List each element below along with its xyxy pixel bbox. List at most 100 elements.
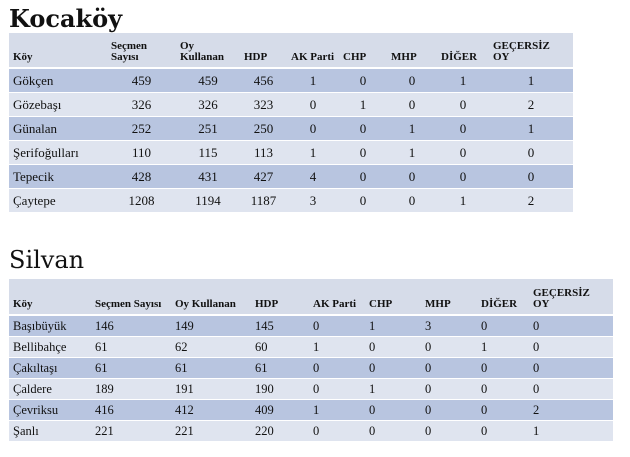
vote-count-cell: 0 xyxy=(387,68,437,93)
village-name-cell: Çevriksu xyxy=(9,399,91,421)
table-row: Gökçen 459 459 456 1 0 0 1 1 xyxy=(9,68,573,93)
vote-count-cell: 1 xyxy=(489,116,573,141)
vote-count-cell: 416 xyxy=(91,399,171,421)
vote-count-cell: 0 xyxy=(339,188,387,213)
vote-count-cell: 0 xyxy=(365,357,421,379)
village-name-cell: Gökçen xyxy=(9,68,107,93)
vote-count-cell: 323 xyxy=(240,92,287,117)
vote-count-cell: 0 xyxy=(477,315,529,337)
vote-count-cell: 61 xyxy=(251,357,309,379)
column-header: MHP xyxy=(387,33,437,69)
results-table-kocakoy: Köy Seçmen Sayısı Oy Kullanan HDP AK Parti CH… xyxy=(9,33,573,213)
vote-count-cell: 191 xyxy=(171,378,251,400)
table-row: Şanlı 221 221 220 0 0 0 0 1 xyxy=(9,420,613,442)
vote-count-cell: 0 xyxy=(365,399,421,421)
column-header: GEÇERSİZ OY xyxy=(489,33,573,69)
column-header: Köy xyxy=(9,33,107,69)
vote-count-cell: 115 xyxy=(176,140,240,165)
column-header: HDP xyxy=(251,279,309,316)
table-row: Bellibahçe 61 62 60 1 0 0 1 0 xyxy=(9,336,613,358)
vote-count-cell: 1 xyxy=(309,336,365,358)
column-header: AK Parti xyxy=(309,279,365,316)
vote-count-cell: 3 xyxy=(287,188,339,213)
vote-count-cell: 145 xyxy=(251,315,309,337)
village-name-cell: Başıbüyük xyxy=(9,315,91,337)
vote-count-cell: 0 xyxy=(477,357,529,379)
vote-count-cell: 1187 xyxy=(240,188,287,213)
vote-count-cell: 0 xyxy=(489,140,573,165)
vote-count-cell: 221 xyxy=(171,420,251,442)
village-name-cell: Gözebaşı xyxy=(9,92,107,117)
vote-count-cell: 1 xyxy=(365,315,421,337)
vote-count-cell: 190 xyxy=(251,378,309,400)
vote-count-cell: 1 xyxy=(437,68,489,93)
vote-count-cell: 252 xyxy=(107,116,176,141)
village-name-cell: Günalan xyxy=(9,116,107,141)
table-row: Çaldere 189 191 190 0 1 0 0 0 xyxy=(9,378,613,400)
vote-count-cell: 0 xyxy=(489,164,573,189)
vote-count-cell: 1 xyxy=(365,378,421,400)
column-header: Seçmen Sayısı xyxy=(107,33,176,69)
village-name-cell: Bellibahçe xyxy=(9,336,91,358)
vote-count-cell: 1 xyxy=(489,68,573,93)
vote-count-cell: 110 xyxy=(107,140,176,165)
village-name-cell: Çaldere xyxy=(9,378,91,400)
vote-count-cell: 2 xyxy=(529,399,613,421)
vote-count-cell: 0 xyxy=(309,420,365,442)
vote-count-cell: 3 xyxy=(421,315,477,337)
results-table-silvan: Köy Seçmen Sayısı Oy Kullanan HDP AK Parti CH… xyxy=(9,279,613,442)
vote-count-cell: 0 xyxy=(309,357,365,379)
vote-count-cell: 459 xyxy=(176,68,240,93)
column-header: DİĞER xyxy=(437,33,489,69)
vote-count-cell: 1 xyxy=(387,140,437,165)
vote-count-cell: 428 xyxy=(107,164,176,189)
column-header: CHP xyxy=(365,279,421,316)
section-title-silvan: Silvan xyxy=(9,246,85,274)
vote-count-cell: 62 xyxy=(171,336,251,358)
vote-count-cell: 0 xyxy=(421,336,477,358)
vote-count-cell: 0 xyxy=(529,315,613,337)
table-row: Çakıltaşı 61 61 61 0 0 0 0 0 xyxy=(9,357,613,379)
vote-count-cell: 0 xyxy=(477,420,529,442)
vote-count-cell: 0 xyxy=(421,420,477,442)
vote-count-cell: 0 xyxy=(437,140,489,165)
vote-count-cell: 146 xyxy=(91,315,171,337)
table-row: Çaytepe 1208 1194 1187 3 0 0 1 2 xyxy=(9,188,573,213)
vote-count-cell: 1 xyxy=(287,140,339,165)
table-row: Günalan 252 251 250 0 0 1 0 1 xyxy=(9,116,573,141)
vote-count-cell: 0 xyxy=(309,315,365,337)
column-header: Seçmen Sayısı xyxy=(91,279,171,316)
vote-count-cell: 0 xyxy=(339,116,387,141)
column-header: HDP xyxy=(240,33,287,69)
vote-count-cell: 326 xyxy=(176,92,240,117)
vote-count-cell: 189 xyxy=(91,378,171,400)
vote-count-cell: 0 xyxy=(437,116,489,141)
table-row: Başıbüyük 146 149 145 0 1 3 0 0 xyxy=(9,315,613,337)
table-header-row: Köy Seçmen Sayısı Oy Kullanan HDP AK Parti CH… xyxy=(9,279,613,316)
vote-count-cell: 1 xyxy=(529,420,613,442)
vote-count-cell: 427 xyxy=(240,164,287,189)
vote-count-cell: 0 xyxy=(477,378,529,400)
vote-count-cell: 1 xyxy=(309,399,365,421)
column-header: DİĞER xyxy=(477,279,529,316)
vote-count-cell: 60 xyxy=(251,336,309,358)
vote-count-cell: 220 xyxy=(251,420,309,442)
vote-count-cell: 1194 xyxy=(176,188,240,213)
vote-count-cell: 0 xyxy=(309,378,365,400)
table-row: Şerifoğulları 110 115 113 1 0 1 0 0 xyxy=(9,140,573,165)
vote-count-cell: 0 xyxy=(365,336,421,358)
table-row: Çevriksu 416 412 409 1 0 0 0 2 xyxy=(9,399,613,421)
table-row: Tepecik 428 431 427 4 0 0 0 0 xyxy=(9,164,573,189)
vote-count-cell: 2 xyxy=(489,188,573,213)
column-header: AK Parti xyxy=(287,33,339,69)
vote-count-cell: 1 xyxy=(437,188,489,213)
village-name-cell: Çakıltaşı xyxy=(9,357,91,379)
vote-count-cell: 0 xyxy=(421,399,477,421)
vote-count-cell: 61 xyxy=(171,357,251,379)
vote-count-cell: 221 xyxy=(91,420,171,442)
vote-count-cell: 0 xyxy=(339,140,387,165)
column-header: Köy xyxy=(9,279,91,316)
vote-count-cell: 0 xyxy=(529,378,613,400)
vote-count-cell: 2 xyxy=(489,92,573,117)
vote-count-cell: 113 xyxy=(240,140,287,165)
